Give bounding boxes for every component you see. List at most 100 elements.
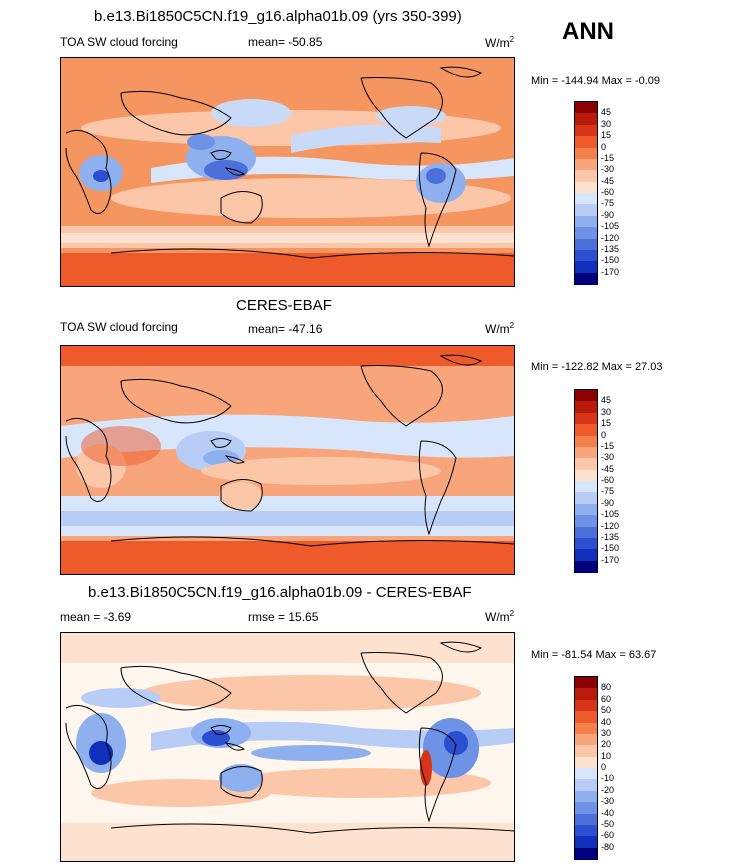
colorbar-cell <box>575 113 597 126</box>
colorbar-tick-label: -60 <box>601 830 615 841</box>
panel2-mean: mean= -47.16 <box>248 322 323 336</box>
panel3-mean: mean = -3.69 <box>60 610 132 624</box>
panel2-left-label: TOA SW cloud forcing <box>60 320 178 334</box>
colorbar-cell <box>575 227 597 239</box>
panel3-map <box>60 632 515 862</box>
colorbar-cell <box>575 181 597 194</box>
colorbar-tick-label: -80 <box>601 841 615 852</box>
colorbar-tick-label: -105 <box>601 221 620 232</box>
colorbar-cell <box>575 481 597 493</box>
colorbar-tick-label: 30 <box>601 727 612 738</box>
colorbar-tick-label: -15 <box>601 152 615 163</box>
colorbar-cell <box>575 136 597 148</box>
panel3-units: W/m2 <box>485 609 515 624</box>
panel2-title: CERES-EBAF <box>236 297 332 314</box>
season-label: ANN <box>562 18 614 45</box>
colorbar-tick-label: 50 <box>601 705 612 716</box>
colorbar-tick-label: -60 <box>601 475 615 485</box>
colorbar-cell <box>575 147 597 160</box>
colorbar-cell <box>575 102 597 114</box>
colorbar-tick-label: 40 <box>601 716 612 727</box>
colorbar-cell <box>575 802 597 814</box>
colorbar-tick-label: 0 <box>601 762 607 772</box>
colorbar-tick-label: 20 <box>601 739 612 750</box>
colorbar-tick-label: -120 <box>601 232 620 243</box>
colorbar-cell <box>575 469 597 482</box>
colorbar-tick-label: 45 <box>601 395 612 406</box>
panel3-colorbar: 80 60 50 40 30 20 10 0 -10 -20 -30 -40 -50 -60 -80 <box>574 676 614 860</box>
panel1-left-label: TOA SW cloud forcing <box>60 35 178 49</box>
colorbar-cell <box>575 215 597 228</box>
colorbar-cell <box>575 412 597 425</box>
colorbar-cell <box>575 401 597 414</box>
colorbar-tick-label: -135 <box>601 531 620 542</box>
colorbar-tick-label: -150 <box>601 543 620 554</box>
colorbar-tick-label: 15 <box>601 130 612 141</box>
colorbar-tick-label: -150 <box>601 255 620 266</box>
colorbar-tick-label: 15 <box>601 418 612 429</box>
colorbar-tick-label: -15 <box>601 440 615 451</box>
colorbar-cell <box>575 722 597 735</box>
colorbar-tick-label: 30 <box>601 118 612 129</box>
colorbar-cell <box>575 204 597 217</box>
colorbar-cell <box>575 272 597 285</box>
panel2-colorbar: 45 30 15 0 -15 -30 -45 -60 -75 -90 -105 -120 -135 -15… <box>574 389 619 573</box>
colorbar-tick-label: -50 <box>601 818 615 829</box>
panel1-units: W/m2 <box>485 35 515 50</box>
panel1-colorbar: 45 30 15 0 -15 -30 -45 -60 -75 -90 -105 -120 -135 -15… <box>574 101 619 285</box>
colorbar-cell <box>575 526 597 539</box>
colorbar-cell <box>575 124 597 137</box>
colorbar-tick-label: 10 <box>601 750 612 761</box>
colorbar-tick-label: -30 <box>601 796 615 807</box>
colorbar-cell <box>575 390 597 402</box>
colorbar-cell <box>575 813 597 826</box>
colorbar-cell <box>575 677 597 689</box>
panel2-units: W/m2 <box>485 321 515 336</box>
colorbar-cell <box>575 446 597 459</box>
colorbar-cell <box>575 170 597 183</box>
colorbar-tick-label: -40 <box>601 807 615 818</box>
panel3-minmax: Min = -81.54 Max = 63.67 <box>531 649 657 661</box>
colorbar-tick-label: 0 <box>601 429 607 440</box>
colorbar-tick-label: -90 <box>601 497 615 508</box>
colorbar-tick-label: -90 <box>601 209 615 220</box>
colorbar-cell <box>575 768 597 780</box>
colorbar-tick-label: -30 <box>601 452 615 463</box>
colorbar-tick-label: -135 <box>601 243 620 254</box>
colorbar-cell <box>575 699 597 712</box>
colorbar-cell <box>575 537 597 550</box>
colorbar-cell <box>575 515 597 527</box>
panel1-map <box>60 57 515 287</box>
colorbar-tick-label: 0 <box>601 141 607 152</box>
panel3-title: b.e13.Bi1850C5CN.f19_g16.alpha01b.09 - C… <box>88 584 472 601</box>
colorbar-tick-label: -105 <box>601 509 620 520</box>
colorbar-tick-label: 60 <box>601 693 612 704</box>
colorbar-cell <box>575 824 597 837</box>
colorbar-cell <box>575 549 597 562</box>
colorbar-cell <box>575 435 597 448</box>
colorbar-tick-label: -20 <box>601 784 615 795</box>
colorbar-cell <box>575 158 597 171</box>
panel3-rmse: rmse = 15.65 <box>248 610 319 624</box>
colorbar-cell <box>575 847 597 860</box>
colorbar-tick-label: -170 <box>601 266 620 277</box>
colorbar-cell <box>575 836 597 849</box>
panel2-map <box>60 345 515 575</box>
colorbar-cell <box>575 779 597 792</box>
colorbar-tick-label: -30 <box>601 164 615 175</box>
panel1-title: b.e13.Bi1850C5CN.f19_g16.alpha01b.09 (yr… <box>94 8 462 25</box>
colorbar-cell <box>575 711 597 723</box>
colorbar-tick-label: -75 <box>601 198 615 209</box>
colorbar-tick-label: 30 <box>601 406 612 417</box>
colorbar-cell <box>575 249 597 262</box>
colorbar-cell <box>575 688 597 701</box>
colorbar-cell <box>575 238 597 251</box>
colorbar-cell <box>575 745 597 758</box>
panel1-mean: mean= -50.85 <box>248 35 323 49</box>
colorbar-tick-label: -60 <box>601 187 615 197</box>
colorbar-tick-label: -45 <box>601 175 615 186</box>
colorbar-tick-label: -75 <box>601 486 615 497</box>
colorbar-cell <box>575 458 597 471</box>
colorbar-tick-label: -45 <box>601 463 615 474</box>
colorbar-cell <box>575 733 597 746</box>
